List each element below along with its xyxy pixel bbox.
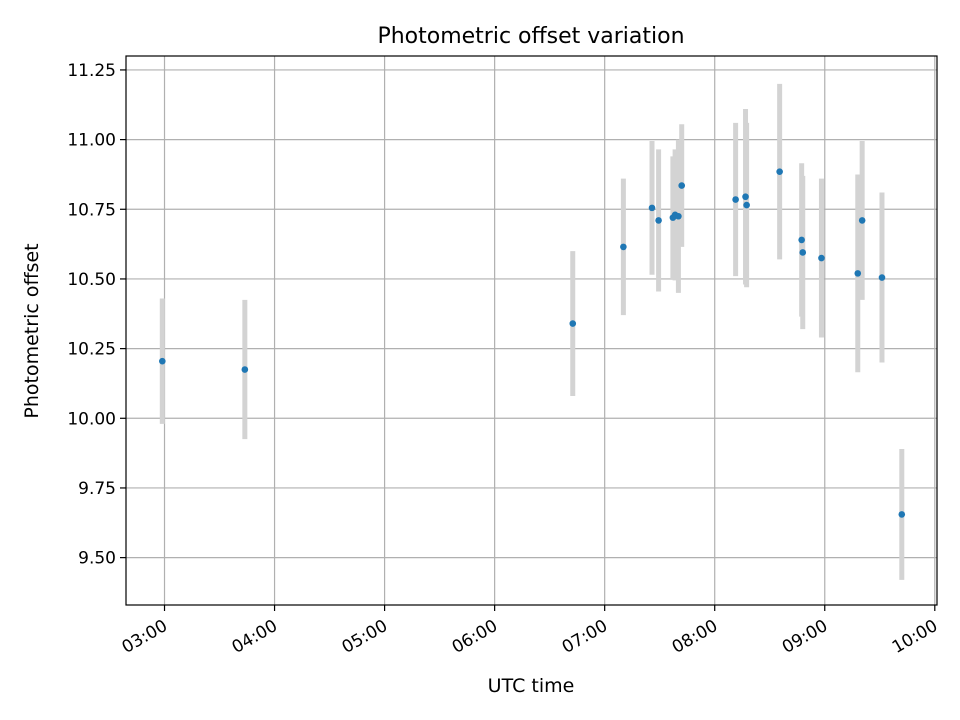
data-point <box>655 217 662 224</box>
y-tick-label: 10.50 <box>67 270 116 290</box>
y-tick-label: 10.00 <box>67 409 116 429</box>
plot-area-frame <box>125 55 938 606</box>
y-tick-label: 10.75 <box>67 200 116 220</box>
data-point <box>798 236 805 244</box>
y-axis-label: Photometric offset <box>21 243 43 418</box>
data-point <box>620 243 627 251</box>
data-point <box>732 196 739 203</box>
chart-title: Photometric offset variation <box>377 24 684 49</box>
data-point <box>799 249 807 256</box>
data-point <box>159 357 166 365</box>
y-tick-label: 11.25 <box>67 61 116 81</box>
y-tick-label: 9.50 <box>78 549 116 569</box>
data-point <box>898 511 906 518</box>
data-point <box>854 270 862 277</box>
data-point <box>569 320 577 327</box>
data-points <box>159 168 906 518</box>
x-axis-label: UTC time <box>488 675 575 697</box>
data-point <box>648 204 656 212</box>
y-tick-label: 11.00 <box>67 131 116 151</box>
data-point <box>878 274 886 281</box>
data-point <box>858 217 866 224</box>
y-tick-label: 9.75 <box>78 479 116 499</box>
y-axis-ticks: 9.50 9.75 10.00 10.25 10.50 10.75 11.00 11.25 <box>67 61 126 569</box>
data-point <box>678 182 686 189</box>
data-point <box>675 212 682 220</box>
data-point <box>818 254 825 262</box>
data-point <box>776 168 783 175</box>
data-point <box>742 193 749 201</box>
data-point <box>241 366 249 373</box>
y-tick-label: 10.25 <box>67 340 116 360</box>
data-point <box>743 201 750 209</box>
